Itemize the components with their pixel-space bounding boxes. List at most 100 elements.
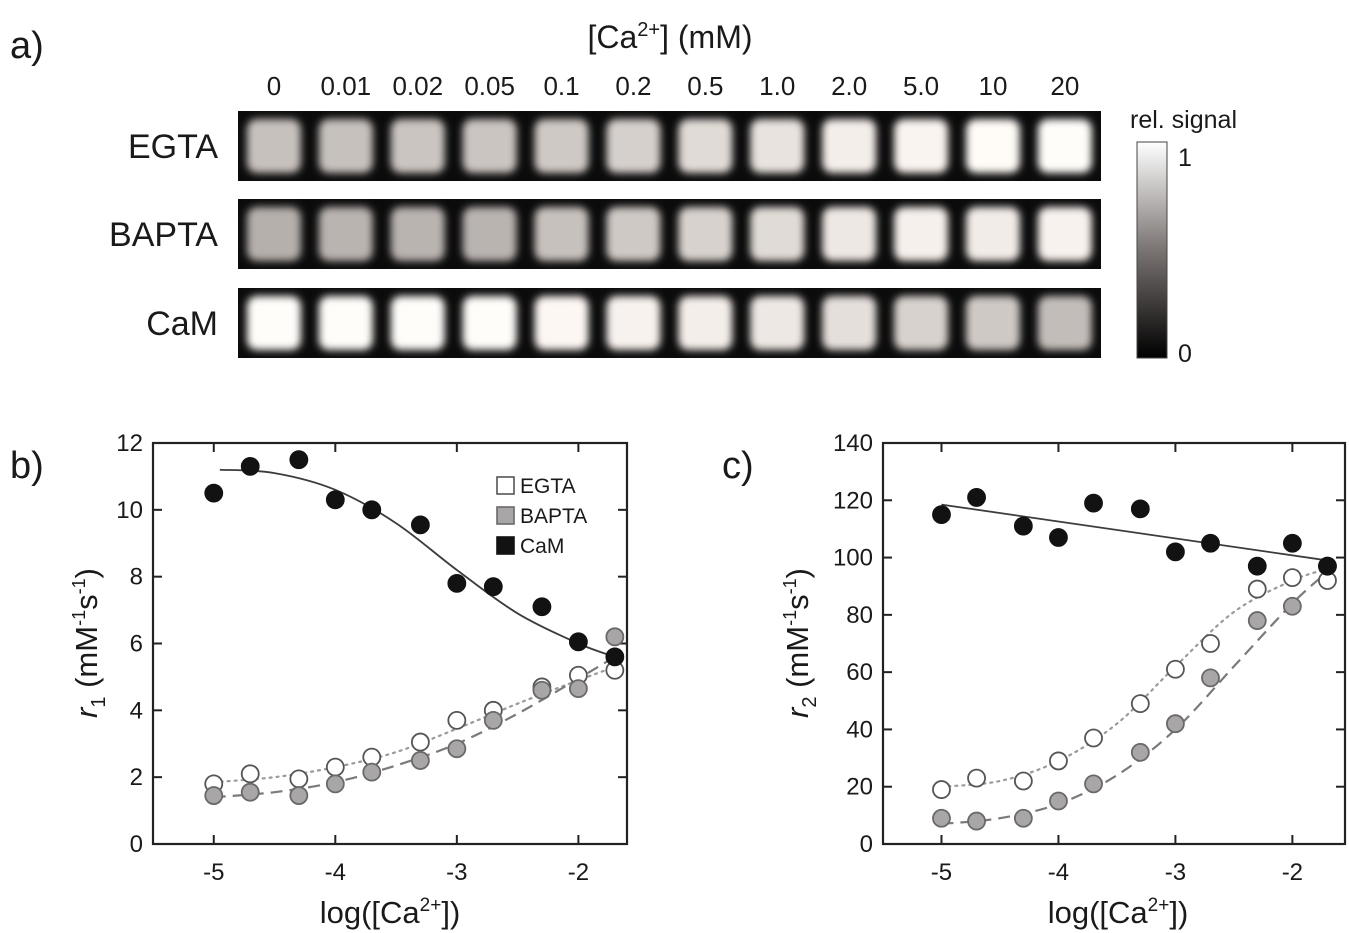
panel-b-ticks: 0 2 4 6 8 10 12 -5 -4 -3 -2 (116, 430, 627, 886)
legend-swatch-egta (496, 476, 515, 495)
y-tick-label: 80 (846, 602, 873, 629)
fit-line-bapta (941, 571, 1329, 826)
signal-cell (678, 119, 733, 173)
panel-a-label: a) (10, 25, 44, 67)
data-point-cam (1013, 516, 1033, 536)
signal-cell (462, 207, 517, 261)
signal-cell (750, 296, 805, 350)
data-point-cam (325, 490, 345, 510)
panel-c-points (932, 488, 1337, 831)
signal-cell (822, 296, 877, 350)
data-point-egta (1130, 694, 1150, 714)
data-point-bapta (289, 786, 309, 805)
signal-cell (606, 119, 661, 173)
signal-cell (894, 207, 949, 261)
data-point-bapta (362, 762, 382, 782)
panel-a: a) [Ca2+] (mM) 0 0.01 0.02 0.05 0.1 0.2 0.5 1.0… (10, 19, 1237, 368)
signal-cell (1037, 296, 1092, 350)
data-point-cam (447, 573, 467, 593)
signal-cell (750, 207, 805, 261)
y-tick-label: 60 (846, 659, 873, 686)
y-tick-label: 2 (130, 764, 143, 791)
data-point-egta (410, 732, 430, 752)
panel-c-label: c) (722, 445, 754, 487)
data-point-cam (362, 500, 382, 520)
row-label-egta: EGTA (128, 128, 218, 166)
strip-background (238, 111, 1101, 181)
x-tick-label: -4 (1048, 859, 1069, 886)
data-point-cam (532, 597, 552, 617)
panel-b-plot-frame (151, 441, 629, 846)
row-labels: EGTA BAPTA CaM (109, 128, 218, 343)
concentration-label: 0.05 (464, 71, 515, 101)
data-point-bapta (967, 811, 986, 831)
panel-b-label: b) (10, 445, 44, 487)
concentration-label: 0.5 (687, 71, 723, 101)
colorbar-gradient (1136, 141, 1168, 359)
strip-background (238, 288, 1101, 358)
panel-b-y-axis-label: r1 (mM-1s-1) (69, 568, 110, 718)
fit-line-cam (941, 503, 1328, 562)
signal-cell (750, 119, 805, 173)
data-point-bapta (1201, 668, 1220, 688)
signal-cell (318, 119, 373, 173)
data-point-cam (1049, 528, 1068, 547)
concentration-labels: 0 0.01 0.02 0.05 0.1 0.2 0.5 1.0 2.0 5.0 10 20 (267, 71, 1080, 101)
colorbar-title: rel. signal (1130, 106, 1237, 134)
signal-cell (318, 296, 373, 350)
data-point-cam (1084, 493, 1103, 513)
data-point-cam (967, 488, 986, 507)
panel-b-legend: EGTA BAPTA CaM (496, 475, 587, 558)
y-tick-label: 8 (130, 564, 143, 591)
data-point-egta (289, 769, 309, 789)
strip-egta (238, 111, 1101, 181)
data-point-bapta (568, 679, 588, 699)
signal-cell (390, 296, 445, 350)
signal-cell (1037, 207, 1092, 261)
panel-c-fit-lines (940, 503, 1329, 826)
data-point-cam (1318, 556, 1337, 576)
legend-label-egta: EGTA (520, 475, 576, 498)
data-point-egta (1247, 579, 1267, 599)
y-tick-label: 0 (860, 831, 873, 858)
concentration-label: 0.2 (615, 71, 651, 101)
data-point-bapta (410, 751, 430, 770)
fit-line-bapta (213, 655, 616, 799)
data-point-bapta (204, 786, 224, 805)
data-point-egta (240, 764, 260, 784)
signal-cell (390, 119, 445, 173)
signal-cell (965, 207, 1020, 261)
strip-bapta (238, 199, 1101, 269)
signal-cell (894, 119, 949, 173)
panel-c-plot-frame (881, 441, 1347, 846)
data-point-egta (1166, 659, 1185, 679)
signal-cell (678, 207, 733, 261)
data-point-egta (1084, 728, 1103, 748)
signal-cell (462, 119, 517, 173)
legend-swatch-bapta (496, 506, 515, 525)
data-point-cam (204, 483, 224, 503)
signal-cell (822, 119, 877, 173)
signal-cell (246, 119, 301, 173)
signal-cell (965, 296, 1020, 350)
data-point-cam (1130, 499, 1150, 519)
concentration-label: 0.02 (392, 71, 443, 101)
data-point-egta (1201, 634, 1220, 653)
signal-cell (606, 296, 661, 350)
data-point-bapta (325, 774, 345, 794)
data-point-cam (483, 577, 503, 597)
legend-label-cam: CaM (520, 535, 564, 558)
y-tick-label: 100 (833, 545, 873, 572)
panel-b-x-axis-label: log([Ca2+]) (320, 895, 461, 930)
data-point-cam (932, 505, 951, 525)
y-tick-label: 120 (833, 487, 873, 514)
x-tick-label: -5 (931, 859, 952, 886)
colorbar: rel. signal 1 0 (1130, 106, 1237, 368)
legend-swatch-cam (496, 536, 515, 555)
data-point-bapta (240, 782, 260, 802)
y-tick-label: 10 (116, 497, 143, 524)
y-tick-label: 140 (833, 430, 873, 457)
data-point-egta (932, 780, 951, 799)
signal-strips (238, 111, 1101, 358)
